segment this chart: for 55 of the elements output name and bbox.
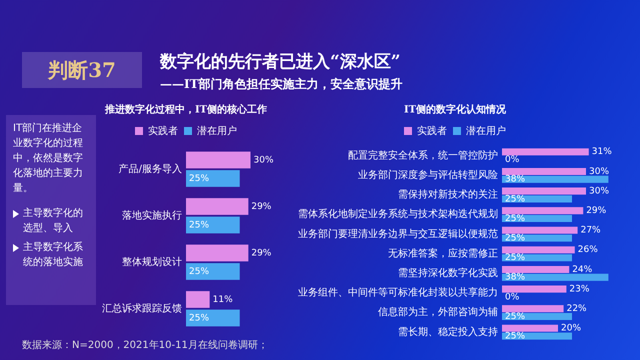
data-label: 38% [505,174,526,185]
data-label: 25% [505,253,526,264]
data-label: 31% [592,147,612,158]
data-label: 25% [505,214,526,224]
data-label: 27% [580,226,602,236]
data-label: 25% [505,312,526,322]
data-label: 30% [254,155,274,166]
data-label: 20% [561,324,582,334]
data-label: 25% [505,194,526,204]
y-tick-label: 业务部门要理清业务边界与交互逻辑以便规范 [298,228,498,240]
chart-title: IT侧的数字化认知情况 [404,104,508,116]
data-label: 29% [586,206,607,216]
legend-label: 潜在用户 [197,124,237,137]
data-label: 25% [189,313,210,324]
chart-title: 推进数字化过程中，IT侧的核心工作 [104,104,268,116]
data-label: 11% [212,294,234,305]
y-tick-label: 落地实施执行 [122,209,182,222]
data-label: 22% [566,304,588,314]
data-label: 25% [189,174,210,184]
y-tick-label: 汇总诉求跟踪反馈 [102,302,182,314]
y-tick-label: 业务组件、中间件等可标准化封装以共享能力 [298,286,498,299]
data-label: 29% [251,202,272,212]
legend-label: 实践者 [417,124,447,137]
data-label: 24% [572,264,593,275]
text: 主导数字化的选型、导入 [23,206,84,236]
y-tick-label: 业务部门深度参与评估转型风险 [358,168,498,181]
text: 数字化的先行者已进入“深水区” [160,51,401,73]
data-label: 25% [189,266,210,277]
data-label: 29% [251,248,272,258]
y-tick-label: 需保持对新技术的关注 [398,188,498,201]
y-tick-label: 产品/服务导入 [118,162,182,175]
data-label: 30% [589,166,610,177]
text: 主导数字化系统的落地实施 [23,240,84,270]
y-tick-label: 配置完整安全体系，统一管控防护 [348,149,498,162]
y-tick-label: 整体规划设计 [122,256,182,268]
data-label: 30% [589,186,610,196]
text: ——IT部门角色担任实施主力，安全意识提升 [160,76,403,93]
text: IT部门在推进企业数字化的过程中，依然是数字化落地的主要力量。 [13,122,84,196]
data-label: 0% [505,292,520,302]
text: 判断37 [22,52,142,88]
data-label: 26% [578,245,598,256]
source-note: 数据来源：N=2000，2021年10-11月在线问卷调研； [22,338,268,352]
data-label: 38% [505,272,526,283]
y-tick-label: 需坚持深化数字化实践 [398,266,498,279]
data-label: 25% [505,331,526,342]
data-label: 25% [189,220,210,230]
data-label: 23% [569,284,590,294]
data-label: 0% [505,155,520,166]
legend-label: 实践者 [148,124,178,137]
data-label: 25% [505,233,526,244]
legend-label: 潜在用户 [466,124,506,137]
y-tick-label: 无标准答案，应按需修正 [388,247,498,260]
y-tick-label: 需体系化地制定业务系统与技术架构迭代规划 [298,208,498,220]
y-tick-label: 需长期、稳定投入支持 [398,326,498,338]
y-tick-label: 信息部为主，外部咨询为辅 [378,306,498,318]
